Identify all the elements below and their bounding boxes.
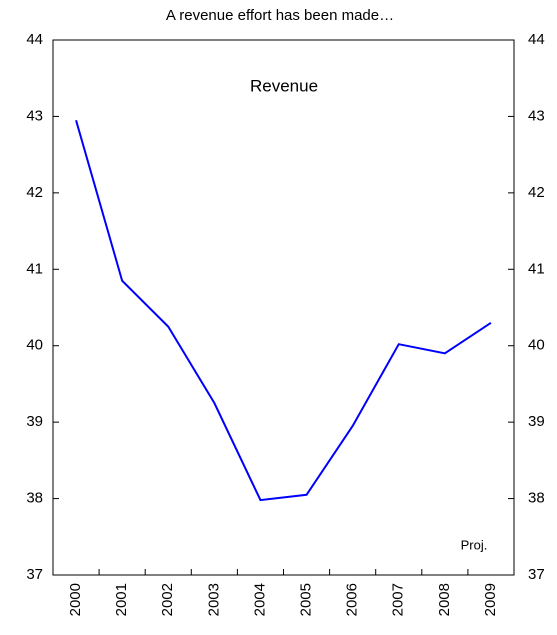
annotation: Revenue	[250, 76, 318, 95]
x-tick-label: 2001	[113, 583, 130, 616]
x-tick-label: 2007	[390, 583, 407, 616]
x-tick-label: 2000	[67, 583, 84, 616]
y-tick-label: 37	[26, 566, 43, 583]
y2-tick-label: 37	[528, 566, 545, 583]
y2-tick-label: 39	[528, 413, 545, 430]
y2-tick-label: 41	[528, 260, 545, 277]
series-line	[75, 119, 492, 502]
y-tick-label: 44	[26, 31, 43, 48]
x-tick-label: 2002	[159, 583, 176, 616]
x-tick-label: 2009	[482, 583, 499, 616]
y-tick-label: 42	[26, 184, 43, 201]
y2-tick-label: 44	[528, 31, 545, 48]
y-tick-label: 40	[26, 337, 43, 354]
chart-title: A revenue effort has been made…	[166, 7, 394, 24]
y2-tick-label: 42	[528, 184, 545, 201]
y2-tick-label: 43	[528, 107, 545, 124]
x-tick-label: 2004	[251, 583, 268, 616]
y-tick-label: 38	[26, 490, 43, 507]
y2-tick-label: 38	[528, 490, 545, 507]
y-tick-label: 39	[26, 413, 43, 430]
x-tick-label: 2006	[344, 583, 361, 616]
x-tick-label: 2005	[298, 583, 315, 616]
y-tick-label: 43	[26, 107, 43, 124]
x-tick-label: 2003	[205, 583, 222, 616]
annotation: Proj.	[461, 537, 488, 552]
y-tick-label: 41	[26, 260, 43, 277]
x-tick-label: 2008	[436, 583, 453, 616]
plot-frame	[52, 39, 515, 576]
y2-tick-label: 40	[528, 337, 545, 354]
